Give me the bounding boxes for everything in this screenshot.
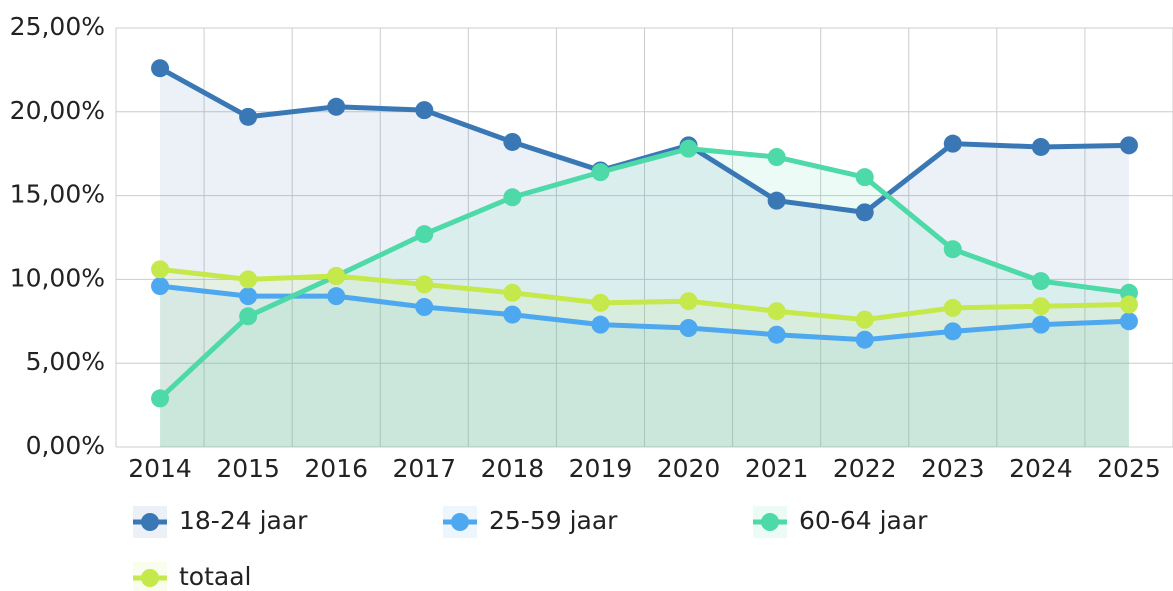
x-tick-label: 2016 <box>304 454 368 483</box>
data-point <box>767 148 786 167</box>
data-point <box>327 287 346 306</box>
data-point <box>239 307 258 326</box>
data-point <box>415 225 434 244</box>
data-point <box>1031 137 1050 156</box>
series-area <box>160 286 1129 447</box>
x-tick-label: 2019 <box>569 454 633 483</box>
y-tick-label: 20,00% <box>10 96 105 125</box>
x-tick-label: 2017 <box>392 454 456 483</box>
data-point <box>239 287 258 306</box>
data-point <box>855 203 874 222</box>
data-point <box>503 305 522 324</box>
series-line <box>159 283 1130 343</box>
data-point <box>767 191 786 210</box>
data-point <box>943 240 962 259</box>
data-point <box>503 283 522 302</box>
data-point <box>503 188 522 207</box>
data-point <box>943 134 962 153</box>
x-tick-label: 2021 <box>745 454 809 483</box>
data-point <box>1031 272 1050 291</box>
data-point <box>1119 312 1138 331</box>
y-tick-label: 10,00% <box>10 263 105 292</box>
x-tick-label: 2020 <box>657 454 721 483</box>
data-point <box>855 330 874 349</box>
x-tick-label: 2022 <box>833 454 897 483</box>
x-tick-label: 2024 <box>1009 454 1073 483</box>
x-tick-label: 2014 <box>128 454 192 483</box>
series-line <box>158 146 1130 401</box>
x-tick-label: 2025 <box>1097 454 1161 483</box>
data-point <box>1119 136 1138 155</box>
y-tick-label: 5,00% <box>26 347 105 376</box>
legend-marker <box>141 569 159 587</box>
data-point <box>151 277 170 296</box>
x-tick-label: 2018 <box>481 454 545 483</box>
series-area <box>160 68 1129 447</box>
data-point <box>591 293 610 312</box>
data-point <box>1031 297 1050 316</box>
data-point <box>239 107 258 126</box>
data-point <box>151 260 170 279</box>
legend-label: 25-59 jaar <box>489 506 618 535</box>
data-point <box>151 389 170 408</box>
data-point <box>591 315 610 334</box>
legend-marker <box>761 513 779 531</box>
data-point <box>591 163 610 182</box>
legend-label: totaal <box>179 562 252 591</box>
data-point <box>767 325 786 344</box>
data-point <box>503 132 522 151</box>
legend-marker <box>451 513 469 531</box>
data-point <box>679 139 698 158</box>
legend-label: 18-24 jaar <box>179 506 308 535</box>
data-point <box>679 292 698 311</box>
y-tick-label: 25,00% <box>10 12 105 41</box>
legend-marker <box>141 513 159 531</box>
data-point <box>943 322 962 341</box>
y-tick-label: 15,00% <box>10 180 105 209</box>
series-area <box>160 269 1129 447</box>
data-point <box>855 168 874 187</box>
data-point <box>415 298 434 317</box>
series-area <box>160 148 1129 447</box>
data-point <box>855 310 874 329</box>
data-point <box>151 59 170 78</box>
data-point <box>239 270 258 289</box>
data-point <box>415 101 434 120</box>
y-tick-label: 0,00% <box>26 431 105 460</box>
data-point <box>415 275 434 294</box>
data-point <box>1031 315 1050 334</box>
data-point <box>679 319 698 338</box>
data-point <box>943 298 962 317</box>
data-point <box>1119 295 1138 314</box>
x-tick-label: 2015 <box>216 454 280 483</box>
data-point <box>767 302 786 321</box>
data-point <box>327 267 346 286</box>
series-line <box>159 266 1130 323</box>
data-point <box>327 97 346 116</box>
legend-label: 60-64 jaar <box>799 506 928 535</box>
x-tick-label: 2023 <box>921 454 985 483</box>
